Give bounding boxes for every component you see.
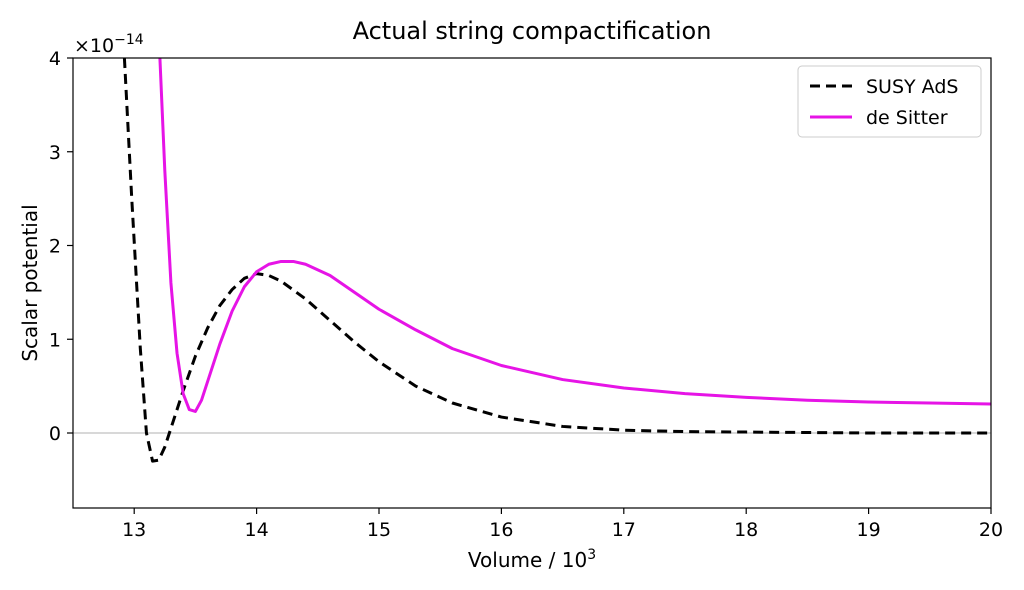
x-tick-label-19: 19: [857, 519, 881, 541]
x-tick-label-13: 13: [122, 519, 146, 541]
x-axis-label-unit-exp: 3: [587, 547, 596, 563]
x-tick-label-17: 17: [612, 519, 636, 541]
x-tick-label-16: 16: [489, 519, 513, 541]
x-axis-label: Volume / 103: [468, 547, 596, 572]
x-axis-label-slash: /: [542, 548, 561, 572]
y-tick-label-2: 2: [49, 236, 61, 258]
chart-title: Actual string compactification: [353, 17, 712, 45]
y-tick-label-1: 1: [49, 329, 61, 351]
y-scale-multiplier: ×10−14: [74, 32, 144, 57]
x-tick-label-18: 18: [734, 519, 758, 541]
legend-label-de-sitter: de Sitter: [866, 107, 948, 129]
x-axis-label-unit-base: 10: [562, 548, 587, 572]
plot-area: [72, 57, 992, 509]
series-group: [122, 58, 991, 463]
x-tick-label-15: 15: [367, 519, 391, 541]
x-tick-label-20: 20: [979, 519, 1003, 541]
x-axis-label-text: Volume: [468, 548, 542, 572]
plot-frame: [72, 57, 992, 509]
series-line-susy-ads: [122, 58, 991, 463]
axis-ticks: 13 14 15 16 17 18 19 20 0 1 2 3 4: [49, 48, 1003, 541]
y-axis-label: Scalar potential: [18, 204, 42, 361]
y-tick-label-3: 3: [49, 142, 61, 164]
series-line-de-sitter: [158, 58, 991, 413]
legend-box: [797, 65, 982, 138]
x-tick-label-14: 14: [245, 519, 269, 541]
y-scale-base: ×10: [74, 35, 114, 57]
legend: SUSY AdS de Sitter: [797, 65, 982, 138]
y-tick-label-4: 4: [49, 48, 61, 70]
y-tick-label-0: 0: [49, 423, 61, 445]
y-scale-exponent: −14: [114, 32, 144, 48]
legend-label-susy-ads: SUSY AdS: [866, 76, 958, 98]
